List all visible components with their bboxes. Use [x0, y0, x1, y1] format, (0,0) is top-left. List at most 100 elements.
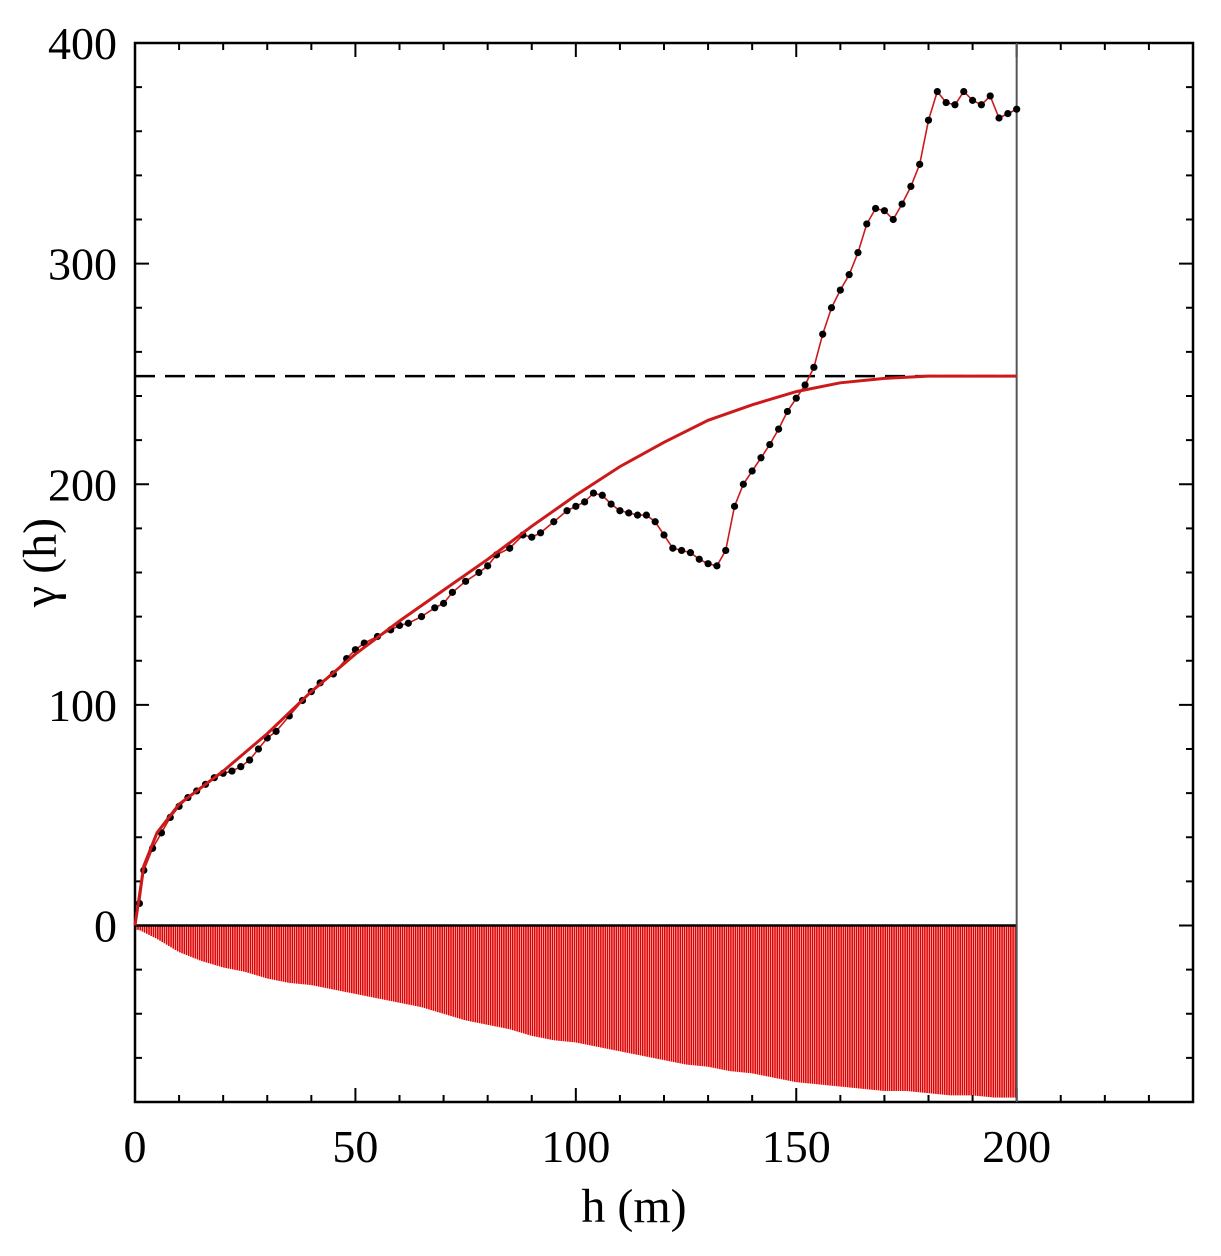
histogram-bar [913, 925, 915, 1092]
histogram-bar [419, 925, 421, 1007]
histogram-bar [247, 925, 250, 973]
histogram-bar [474, 925, 477, 1023]
experimental-point [616, 507, 624, 515]
histogram-bar [677, 925, 679, 1063]
histogram-bar [833, 925, 836, 1087]
histogram-bar [637, 925, 640, 1056]
experimental-point [977, 101, 986, 109]
histogram-bar [954, 925, 957, 1096]
histogram-bar [472, 925, 474, 1022]
histogram-bar [844, 925, 847, 1088]
histogram-bar [619, 925, 622, 1052]
histogram-bar [544, 925, 547, 1039]
histogram-bar [919, 925, 922, 1093]
histogram-bar [983, 925, 986, 1097]
experimental-point [462, 577, 470, 585]
histogram-bar [540, 925, 543, 1038]
histogram-bar [207, 925, 210, 964]
experimental-point [1004, 110, 1012, 118]
histogram-bar [399, 925, 402, 1003]
histogram-bar [829, 925, 831, 1086]
experimental-point [695, 555, 703, 563]
histogram-bar [190, 925, 192, 957]
model-series-line [133, 374, 1017, 926]
histogram-bar [152, 925, 155, 938]
histogram-bar [888, 925, 891, 1091]
histogram-bar [346, 925, 349, 993]
histogram-bar [187, 925, 190, 956]
histogram-bar [159, 925, 161, 941]
histogram-bar [785, 925, 787, 1081]
experimental-point [933, 87, 941, 96]
experimental-point [678, 546, 686, 555]
histogram-bar [476, 925, 479, 1023]
histogram-bar [827, 925, 829, 1086]
histogram-bar [719, 925, 721, 1070]
histogram-bar [604, 925, 607, 1049]
histogram-bar [549, 925, 551, 1040]
x-tick-label: 150 [762, 1121, 831, 1172]
histogram-bar [935, 925, 937, 1094]
histogram-bar [392, 925, 395, 1002]
histogram-bar [245, 925, 247, 973]
histogram-bar [639, 925, 642, 1056]
histogram-bar [886, 925, 889, 1091]
histogram-bar [908, 925, 911, 1092]
histogram-bar [216, 925, 219, 966]
histogram-bar [999, 925, 1001, 1098]
histogram-bar [368, 925, 371, 997]
histogram-bar [529, 925, 532, 1036]
histogram-bar [353, 925, 355, 994]
histogram-bar [939, 925, 942, 1095]
histogram-bar [946, 925, 948, 1096]
y-tick-label: 400 [48, 18, 117, 69]
x-tick-label: 200 [982, 1121, 1051, 1172]
histogram-bar [855, 925, 858, 1089]
histogram-bar [686, 925, 688, 1065]
histogram-bar [917, 925, 920, 1093]
experimental-point [1013, 105, 1021, 113]
histogram-bar [580, 925, 582, 1044]
histogram-bar [957, 925, 959, 1096]
histogram-bar [326, 925, 329, 989]
histogram-bar [972, 925, 975, 1096]
histogram-bar [483, 925, 485, 1025]
histogram-bar [769, 925, 772, 1078]
histogram-bar [337, 925, 340, 991]
histogram-bar [333, 925, 335, 990]
histogram-bar [198, 925, 201, 961]
experimental-point [528, 533, 536, 541]
experimental-point [819, 330, 827, 338]
histogram-bar [432, 925, 435, 1011]
histogram-bar [617, 925, 620, 1052]
experimental-point [907, 182, 915, 191]
x-tick-labels: 0 50 100 150 200 [124, 1121, 1052, 1172]
histogram-bar [243, 925, 245, 972]
y-axis-title: γ (h) [14, 518, 67, 608]
histogram-bar [571, 925, 574, 1043]
histogram-bar [430, 925, 432, 1011]
histogram-bar [930, 925, 933, 1094]
experimental-point [942, 98, 950, 107]
histogram-bar [298, 925, 300, 984]
histogram-bar [595, 925, 598, 1047]
experimental-point [792, 394, 800, 402]
histogram-bar [749, 925, 752, 1074]
histogram-bar [265, 925, 267, 979]
experimental-point [730, 502, 739, 510]
experimental-point [633, 511, 642, 519]
histogram-bar [254, 925, 256, 975]
histogram-bar [902, 925, 904, 1091]
histogram-bar [485, 925, 488, 1025]
histogram-bar [291, 925, 294, 984]
histogram-bar [600, 925, 602, 1048]
histogram-bar [635, 925, 637, 1055]
histogram-bar [538, 925, 540, 1038]
histogram-bar [223, 925, 225, 968]
histogram-bar [602, 925, 604, 1048]
histogram-bar [630, 925, 633, 1054]
histogram-bar [258, 925, 261, 977]
histogram-bar [608, 925, 611, 1050]
histogram-bar [648, 925, 651, 1058]
experimental-point [854, 248, 862, 257]
